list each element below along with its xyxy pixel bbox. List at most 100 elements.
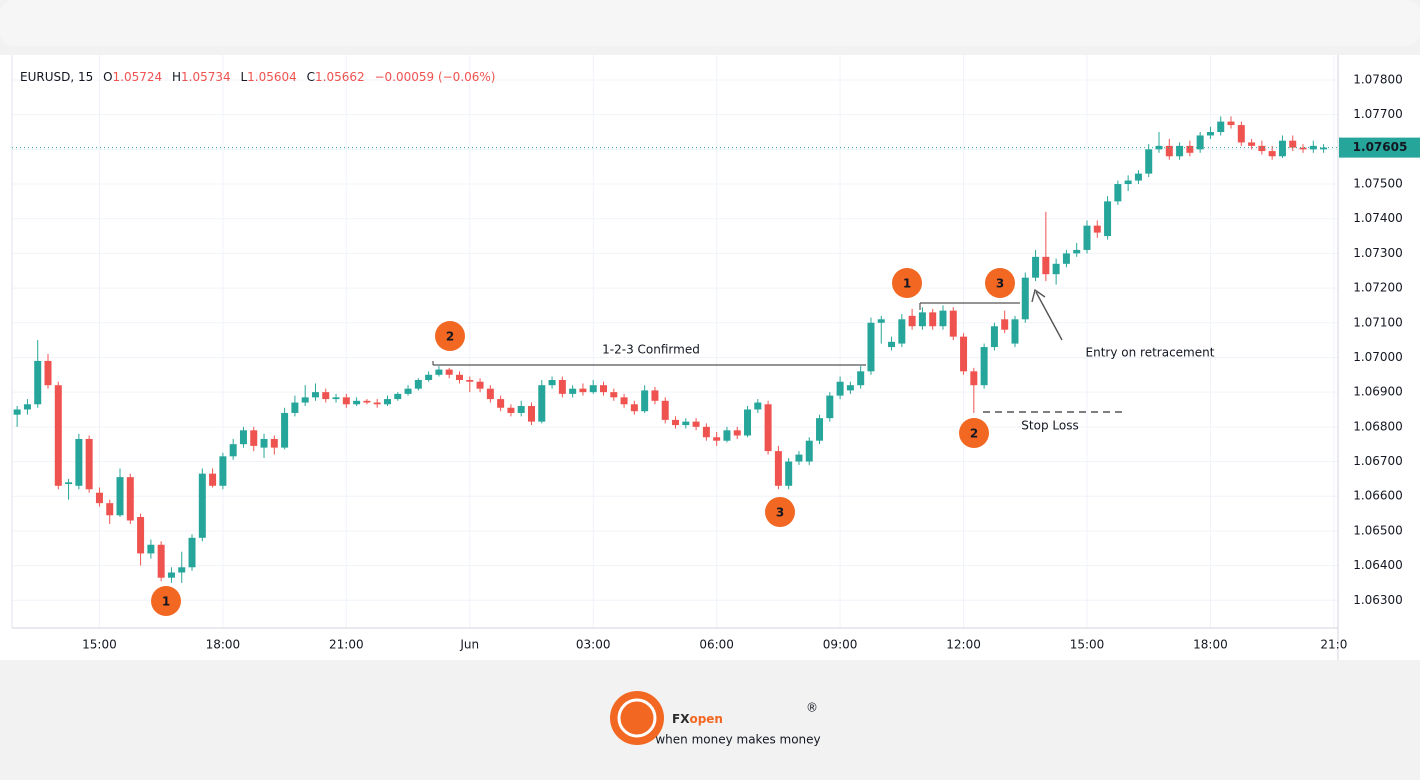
candle-body xyxy=(723,430,731,441)
candle-body xyxy=(394,393,402,400)
marker-label: 3 xyxy=(776,506,784,520)
candle-body xyxy=(1104,201,1112,237)
x-tick-label: 09:00 xyxy=(823,638,858,652)
y-tick-label: 1.06600 xyxy=(1353,489,1403,503)
candle-body xyxy=(1320,147,1328,150)
candle-body xyxy=(980,347,988,386)
marker-label: 1 xyxy=(903,277,911,291)
candle-body xyxy=(455,374,463,381)
candle-body xyxy=(1278,140,1286,157)
candle-body xyxy=(404,388,412,394)
x-tick-label: 15:00 xyxy=(1070,638,1105,652)
candle-body xyxy=(1073,249,1081,254)
candle-body xyxy=(908,315,916,327)
x-tick-label: 21:00 xyxy=(329,638,364,652)
marker-circle xyxy=(985,268,1015,298)
candle-body xyxy=(764,404,772,452)
candle-body xyxy=(867,322,875,372)
candle-body xyxy=(816,418,824,441)
candle-body xyxy=(1217,121,1225,133)
marker-circle xyxy=(151,586,181,616)
brand: FXopen xyxy=(672,712,723,726)
candle-body xyxy=(126,477,134,521)
candle-body xyxy=(1021,277,1029,320)
top-bar xyxy=(0,0,1420,46)
y-tick-label: 1.06300 xyxy=(1353,593,1403,607)
candle-body xyxy=(507,407,515,413)
candle-body xyxy=(692,421,700,427)
candle-body xyxy=(476,381,484,389)
candle-body xyxy=(620,397,628,405)
candle-body xyxy=(353,400,361,405)
candle-body xyxy=(363,400,371,403)
candle-body xyxy=(466,380,474,382)
entry-arrow-head xyxy=(1031,288,1046,303)
ohlc-value: 1.05662 xyxy=(315,70,365,84)
candle-body xyxy=(1165,145,1173,157)
x-tick-label: 18:00 xyxy=(1193,638,1228,652)
candle-body xyxy=(188,537,196,568)
entry-arrow xyxy=(1035,291,1063,341)
candle-body xyxy=(497,399,505,408)
logo: FXopen ® when money makes money xyxy=(610,691,821,747)
y-tick-label: 1.07400 xyxy=(1353,211,1403,225)
candle-body xyxy=(116,477,124,516)
last-price-tag xyxy=(1339,137,1420,158)
candle-body xyxy=(672,419,680,426)
candle-body xyxy=(846,385,854,391)
candle-body xyxy=(527,406,535,422)
candle-body xyxy=(1134,173,1142,181)
candle-body xyxy=(198,473,206,538)
candle-body xyxy=(1052,263,1060,275)
candle-body xyxy=(1011,319,1019,344)
candle-body xyxy=(209,473,217,486)
candle-body xyxy=(713,437,721,441)
candle-body xyxy=(1237,125,1245,143)
marker-circle xyxy=(435,321,465,351)
marker-label: 2 xyxy=(446,330,454,344)
candle-body xyxy=(229,444,237,457)
candle-body xyxy=(342,397,350,405)
grid xyxy=(12,55,1338,628)
ohlc-letter: O xyxy=(103,70,112,84)
candle-body xyxy=(1155,145,1163,150)
candle-body xyxy=(1309,145,1317,150)
candle-body xyxy=(95,492,103,504)
candle-body xyxy=(1093,225,1101,233)
candle-body xyxy=(990,326,998,348)
candle-body xyxy=(54,385,62,486)
annotation-lines xyxy=(432,288,1122,413)
y-tick-label: 1.07200 xyxy=(1353,281,1403,295)
ohlc-letter: L xyxy=(240,70,247,84)
y-tick-label: 1.07000 xyxy=(1353,350,1403,364)
candle-body xyxy=(486,388,494,400)
candle-body xyxy=(600,385,608,393)
candle-body xyxy=(301,397,309,403)
candle-body xyxy=(641,390,649,412)
candle-body xyxy=(630,404,638,412)
change: −0.00059 (−0.06%) xyxy=(374,70,495,84)
ohlc-value: 1.05604 xyxy=(247,70,297,84)
candle-body xyxy=(250,430,258,446)
logo-icon-detail xyxy=(617,698,657,738)
marker-circle xyxy=(892,268,922,298)
candle-body xyxy=(106,503,114,516)
x-tick-label: 18:00 xyxy=(206,638,241,652)
candle-body xyxy=(425,374,433,381)
y-tick-label: 1.07700 xyxy=(1353,107,1403,121)
candle-body xyxy=(445,369,453,375)
candle-body xyxy=(702,426,710,438)
candle-body xyxy=(1145,149,1153,174)
candle-body xyxy=(1227,121,1235,126)
candle-body xyxy=(836,381,844,396)
y-tick-label: 1.06900 xyxy=(1353,385,1403,399)
candle-body xyxy=(826,395,834,419)
x-tick-label: 15:00 xyxy=(82,638,117,652)
candle-body xyxy=(877,319,885,323)
candle-body xyxy=(558,380,566,394)
candle-body xyxy=(1248,142,1256,146)
candle-body xyxy=(960,336,968,372)
candle-body xyxy=(1299,147,1307,150)
brand-light: open xyxy=(689,712,723,726)
